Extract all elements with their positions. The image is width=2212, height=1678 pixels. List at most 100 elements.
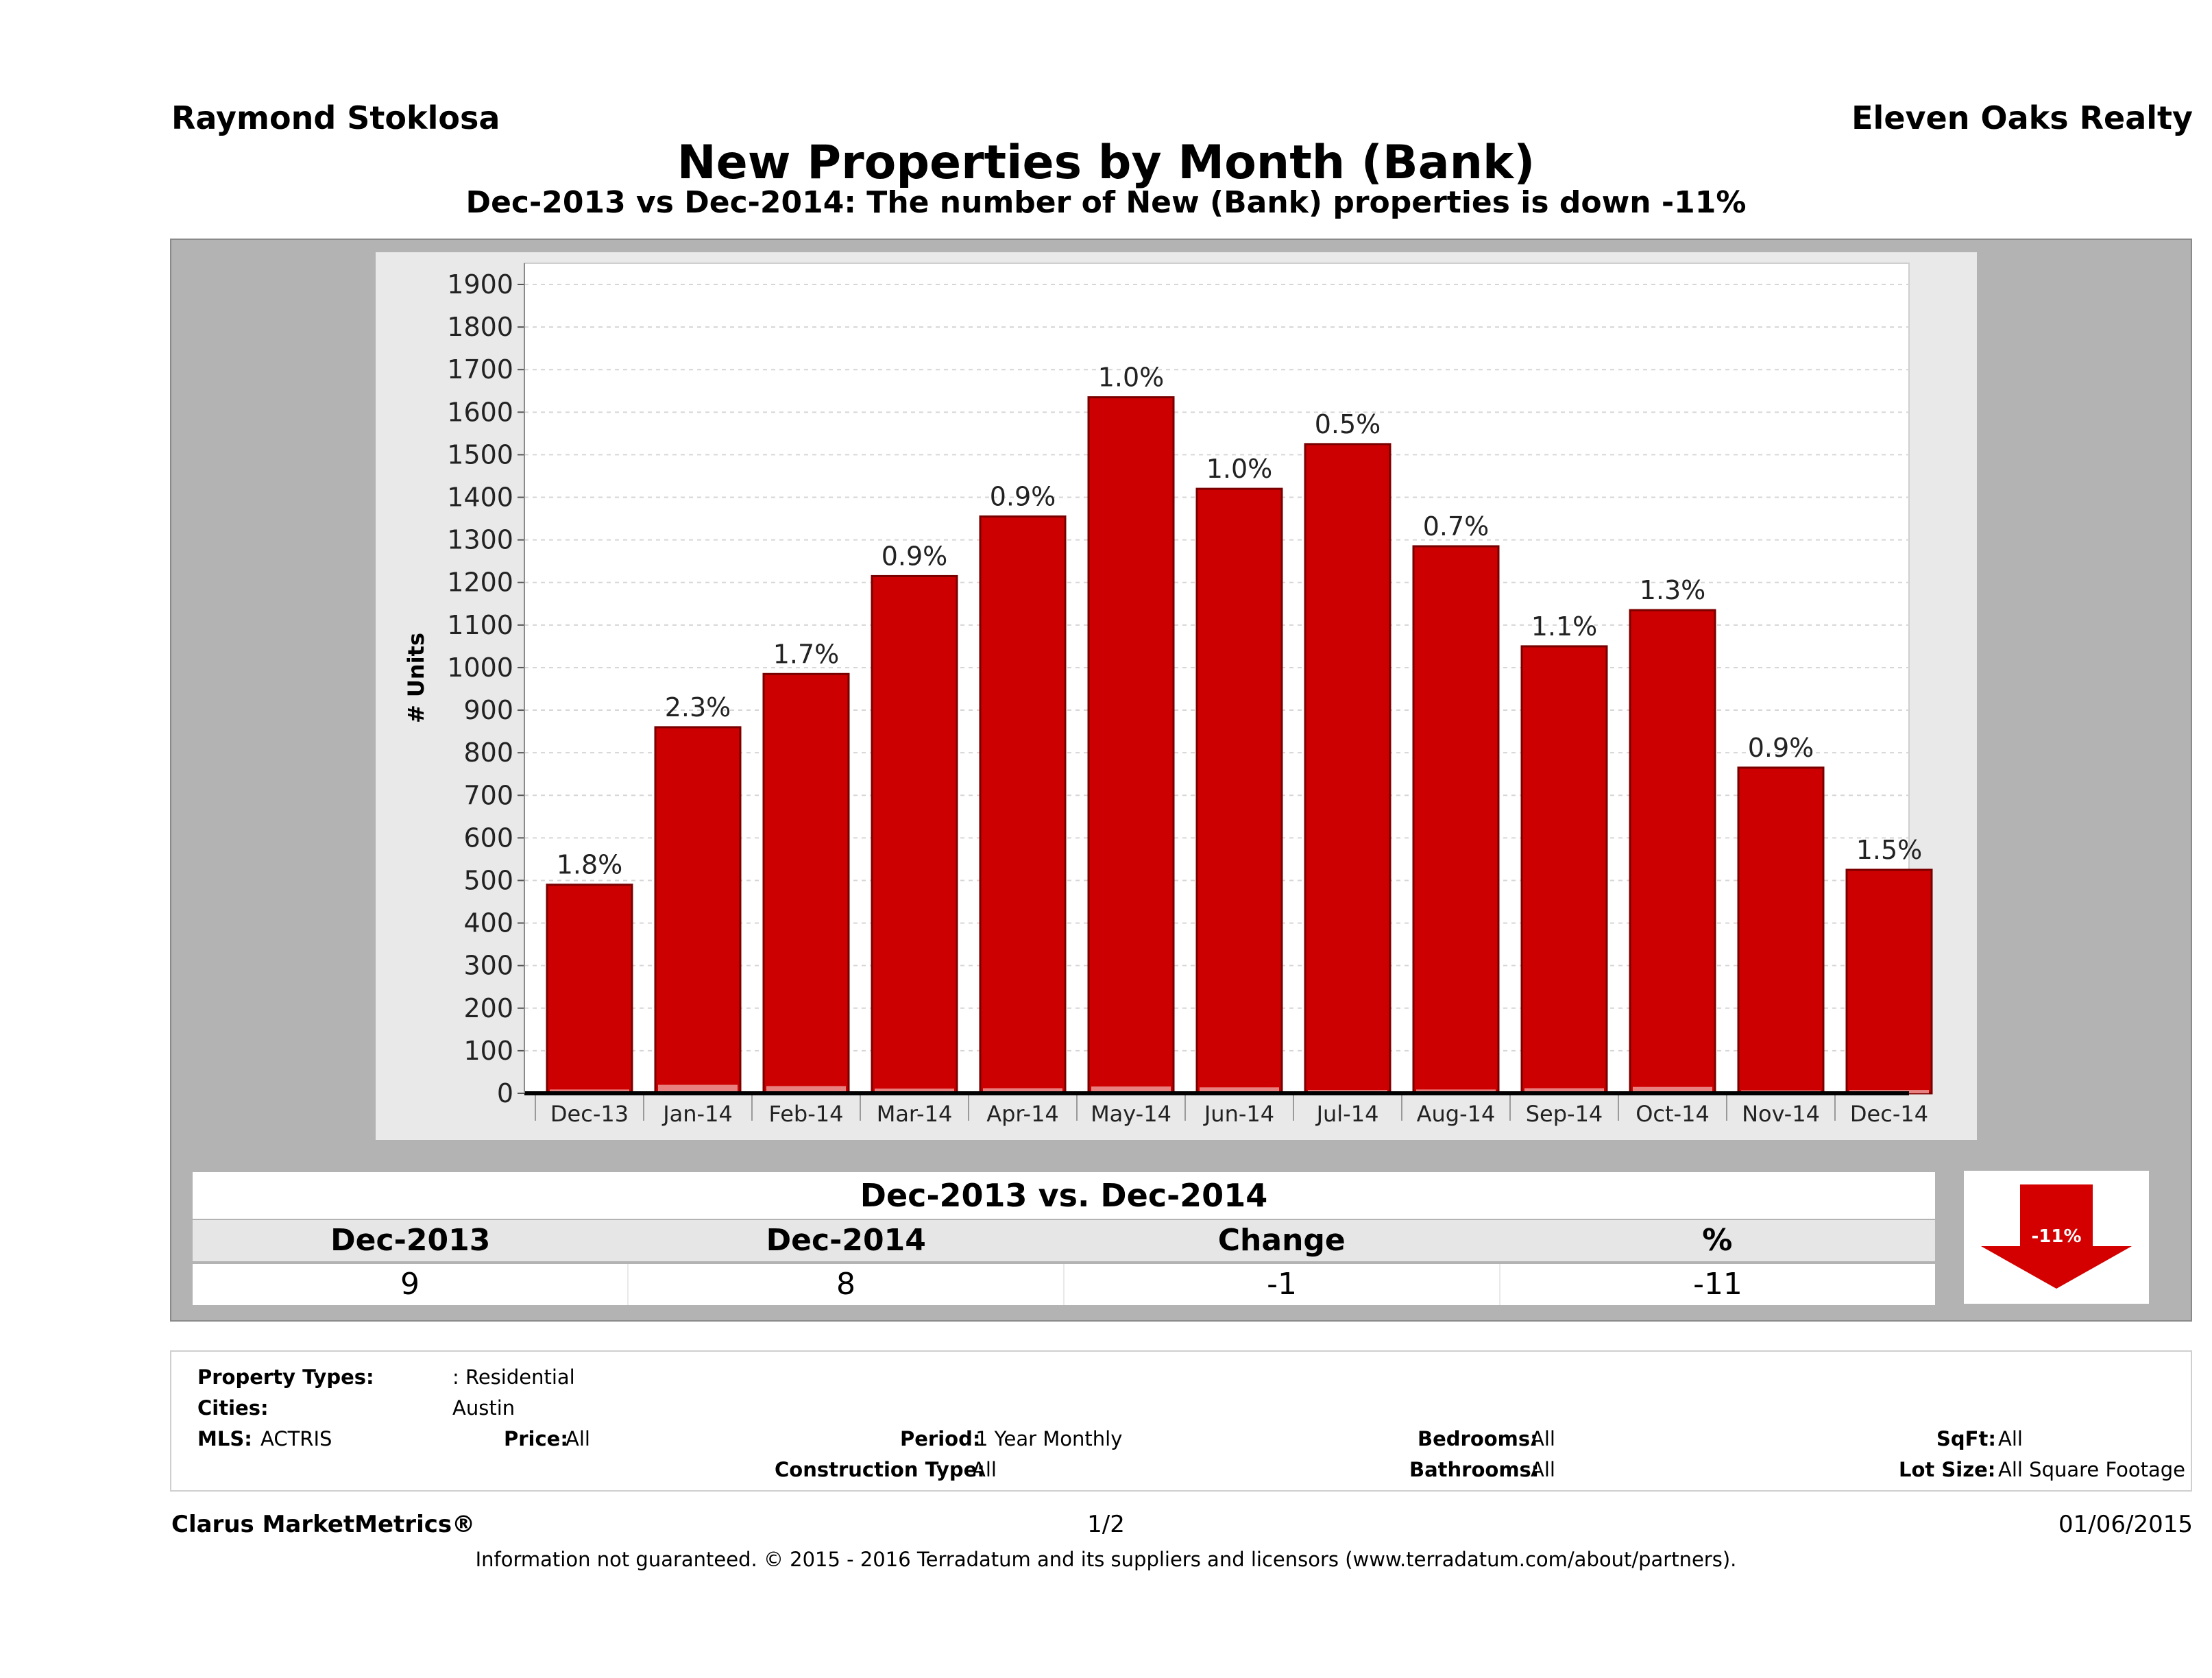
data-label: 0.5% xyxy=(1315,409,1381,439)
y-tick-label: 700 xyxy=(463,780,513,810)
x-tick-label: Jan-14 xyxy=(661,1101,733,1127)
data-label: 1.0% xyxy=(1098,363,1165,393)
filter-cities: Cities: xyxy=(197,1396,269,1420)
data-label: 0.9% xyxy=(882,541,948,571)
bar-chart: 0 100 200 300 400 500 600 700 800 900 1000 1100 1200… xyxy=(403,263,1933,1127)
x-tick-label: Feb-14 xyxy=(769,1101,844,1127)
bar xyxy=(979,515,1067,1095)
summary-label-percent: % xyxy=(1702,1223,1733,1258)
y-tick-label: 1500 xyxy=(447,439,513,470)
filter-price: Price: xyxy=(504,1427,568,1450)
x-tick-label: Aug-14 xyxy=(1417,1101,1496,1127)
summary-label-change: Change xyxy=(1217,1223,1346,1258)
bar xyxy=(1845,868,1933,1095)
x-tick-label: Nov-14 xyxy=(1742,1101,1820,1127)
filter-property-types: Property Types: xyxy=(197,1365,374,1389)
y-tick-label: 1800 xyxy=(447,312,513,342)
y-tick-label: 1200 xyxy=(447,568,513,598)
x-tick-label: Oct-14 xyxy=(1636,1101,1710,1127)
bars xyxy=(546,396,1933,1095)
bank-bar xyxy=(766,1086,846,1093)
bank-bar xyxy=(658,1084,738,1093)
bar xyxy=(654,726,742,1095)
data-label: 1.1% xyxy=(1531,611,1598,642)
filter-property-types-value: : Residential xyxy=(452,1365,575,1389)
y-axis-label: # Units xyxy=(403,633,429,723)
x-tick-label: Apr-14 xyxy=(986,1101,1059,1127)
summary-value-percent: -11 xyxy=(1499,1264,1935,1305)
data-label: 0.9% xyxy=(1748,733,1814,763)
filter-bathrooms-value: All xyxy=(1531,1458,1555,1481)
bar xyxy=(1520,645,1608,1095)
summary-value-change: -1 xyxy=(1063,1264,1499,1305)
summary-labels-row: Dec-2013 Dec-2014 Change % xyxy=(193,1220,1935,1261)
y-tick-label: 500 xyxy=(463,865,513,895)
data-label: 0.7% xyxy=(1423,511,1490,542)
bar xyxy=(546,884,633,1095)
data-label: 1.8% xyxy=(557,850,623,880)
y-tick-label: 1900 xyxy=(447,269,513,300)
data-label: 2.3% xyxy=(665,692,731,722)
y-axis-ticks: 0 100 200 300 400 500 600 700 800 900 1000 1100 1200… xyxy=(447,269,524,1108)
summary-heading: Dec-2013 vs. Dec-2014 xyxy=(193,1172,1935,1219)
y-tick-label: 800 xyxy=(463,738,513,768)
filter-lot-size: Lot Size: xyxy=(1899,1458,1996,1481)
bank-bar xyxy=(983,1088,1062,1093)
filter-construction-value: All xyxy=(972,1458,997,1481)
x-tick-label: May-14 xyxy=(1091,1101,1171,1127)
summary-value-end: 8 xyxy=(627,1264,1063,1305)
x-axis-ticks: Dec-13 Jan-14 Feb-14 Mar-14 Apr-14 May-14 Jun-… xyxy=(535,1093,1928,1127)
y-tick-label: 1000 xyxy=(447,653,513,683)
bank-bar xyxy=(1633,1086,1712,1093)
summary-label-end: Dec-2014 xyxy=(766,1223,926,1258)
change-badge-label: -11% xyxy=(2031,1226,2081,1247)
bar xyxy=(871,574,958,1095)
y-tick-label: 1100 xyxy=(447,610,513,640)
y-tick-label: 1400 xyxy=(447,483,513,513)
bar xyxy=(762,672,850,1095)
filter-sqft-value: All xyxy=(1998,1427,2023,1450)
bar xyxy=(1629,609,1716,1095)
filter-mls: MLS: xyxy=(197,1427,252,1450)
x-tick-label: Jun-14 xyxy=(1203,1101,1274,1127)
filter-period-value: 1 Year Monthly xyxy=(975,1427,1123,1450)
y-tick-label: 200 xyxy=(463,993,513,1023)
summary-values-row: 9 8 -1 -11 xyxy=(193,1264,1935,1305)
bank-bar xyxy=(875,1089,954,1093)
filter-lot-size-value: All Square Footage xyxy=(1998,1458,2186,1481)
bar xyxy=(1195,487,1283,1095)
x-tick-label: Dec-14 xyxy=(1850,1101,1928,1127)
y-tick-label: 1300 xyxy=(447,525,513,555)
bank-bar xyxy=(1091,1086,1171,1093)
filter-bedrooms-value: All xyxy=(1531,1427,1555,1450)
bar xyxy=(1304,443,1391,1095)
filter-bathrooms: Bathrooms: xyxy=(1409,1458,1540,1481)
data-label: 0.9% xyxy=(990,481,1056,511)
bank-bar xyxy=(1200,1087,1279,1093)
bar xyxy=(1412,545,1500,1095)
chart-subtitle: Dec-2013 vs Dec-2014: The number of New … xyxy=(465,185,1747,220)
y-tick-label: 100 xyxy=(463,1036,513,1066)
agent-name: Raymond Stoklosa xyxy=(171,99,500,136)
data-labels: 1.8% 2.3% 1.7% 0.9% 0.9% 1.0% 1.0% 0.5% 0.7% 1.1%… xyxy=(557,363,1923,880)
filter-panel: Property Types: : Residential Cities: Au… xyxy=(170,1350,2192,1492)
y-tick-label: 300 xyxy=(463,951,513,981)
down-arrow-icon: -11% xyxy=(1981,1184,2132,1289)
data-label: 1.5% xyxy=(1856,835,1923,865)
page-number: 1/2 xyxy=(1087,1511,1125,1538)
filter-sqft: SqFt: xyxy=(1936,1427,1996,1450)
brokerage-name: Eleven Oaks Realty xyxy=(1851,99,2193,136)
data-label: 1.7% xyxy=(773,639,840,669)
y-tick-label: 1700 xyxy=(447,354,513,385)
filter-period: Period: xyxy=(900,1427,981,1450)
bank-bar xyxy=(1524,1088,1604,1093)
filter-cities-value: Austin xyxy=(452,1396,515,1420)
bar xyxy=(1737,766,1825,1095)
summary-value-start: 9 xyxy=(400,1267,420,1302)
y-tick-label: 0 xyxy=(497,1078,513,1108)
disclaimer: Information not guaranteed. © 2015 - 201… xyxy=(475,1548,1737,1571)
x-tick-label: Mar-14 xyxy=(877,1101,953,1127)
y-tick-label: 1600 xyxy=(447,397,513,427)
product-name: Clarus MarketMetrics® xyxy=(171,1511,476,1538)
summary-label-start: Dec-2013 xyxy=(330,1223,491,1258)
